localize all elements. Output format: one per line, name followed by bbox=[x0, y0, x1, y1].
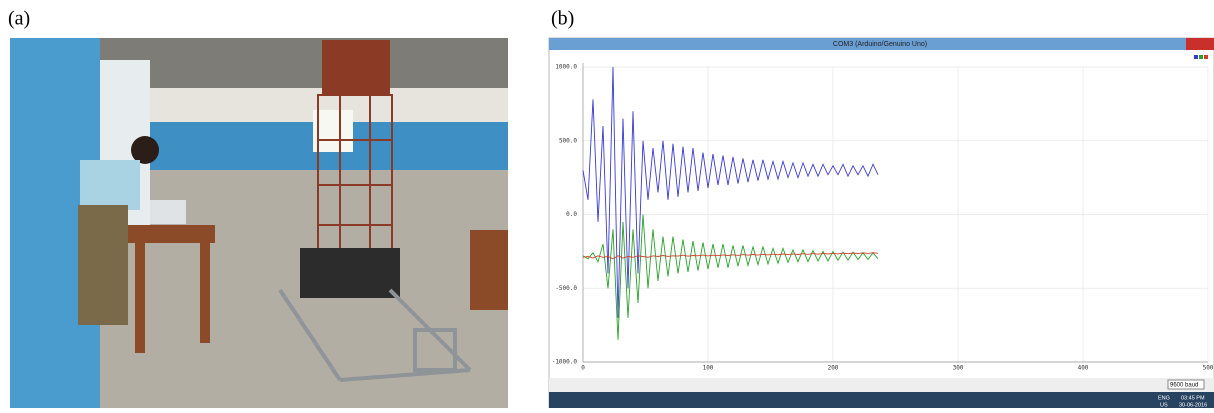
panel-label: (a) bbox=[8, 8, 30, 30]
y-tick-label: 0.0 bbox=[566, 211, 577, 218]
y-tick-label: -1000.0 bbox=[552, 359, 578, 366]
window-title: COM3 (Arduino/Genuino Uno) bbox=[833, 41, 927, 48]
y-tick-label: 1000.0 bbox=[555, 64, 577, 71]
taskbar-lang: ENG bbox=[1158, 395, 1170, 401]
y-tick-label: 500.0 bbox=[559, 137, 577, 144]
x-tick-label: 300 bbox=[953, 365, 964, 372]
x-tick-label: 100 bbox=[703, 365, 714, 372]
legend-swatch bbox=[1204, 55, 1208, 59]
photo bbox=[10, 38, 508, 408]
taskbar-date: 30-06-2016 bbox=[1179, 402, 1207, 408]
figure: (a) (b) COM3 (Arduino/Genuino Uno bbox=[0, 0, 1214, 408]
y-tick-label: -500.0 bbox=[555, 285, 577, 292]
page: (a) (b) COM3 (Arduino/Genuino Uno bbox=[0, 0, 1214, 408]
x-tick-label: 500 bbox=[1203, 365, 1214, 372]
baud-label: 9600 baud bbox=[1170, 383, 1198, 389]
close-button[interactable] bbox=[1186, 38, 1214, 50]
taskbar-time: 03:45 PM bbox=[1181, 395, 1205, 401]
legend-swatch bbox=[1199, 55, 1203, 59]
legend-swatch bbox=[1194, 55, 1198, 59]
taskbar bbox=[549, 392, 1214, 408]
window bbox=[549, 38, 1214, 408]
x-tick-label: 0 bbox=[581, 365, 585, 372]
panel-label: (b) bbox=[551, 8, 574, 30]
x-tick-label: 400 bbox=[1078, 365, 1089, 372]
taskbar-region: US bbox=[1160, 402, 1168, 408]
status-bar bbox=[549, 378, 1214, 392]
x-tick-label: 200 bbox=[828, 365, 839, 372]
